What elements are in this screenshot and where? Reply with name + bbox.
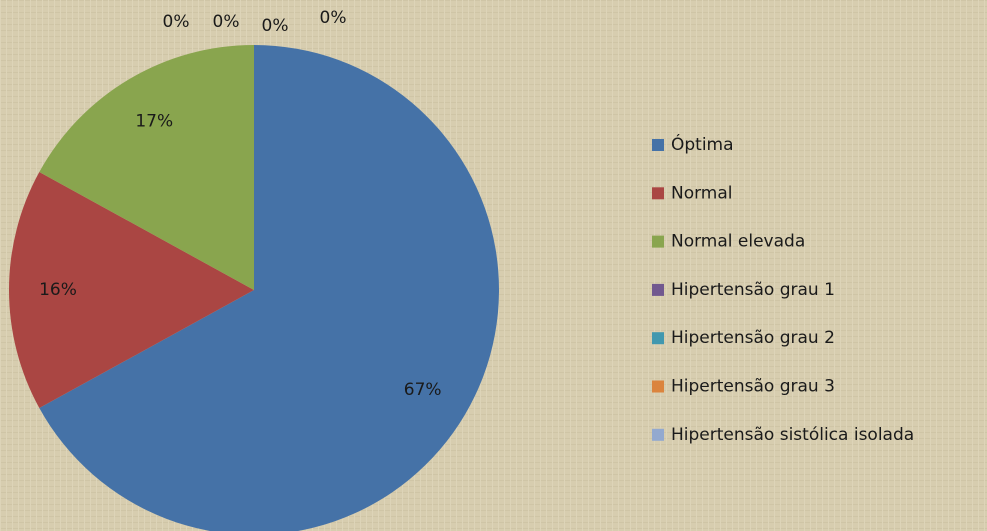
- data-label: 0%: [213, 12, 240, 32]
- legend-label: Hipertensão sistólica isolada: [671, 425, 914, 445]
- data-label: 17%: [135, 111, 173, 131]
- pie-slice: [39, 45, 254, 290]
- pie-slice: [9, 171, 254, 409]
- legend-swatch: [652, 380, 664, 393]
- data-label: 67%: [404, 380, 442, 400]
- data-label: 0%: [163, 12, 190, 32]
- legend-label: Normal: [671, 183, 733, 203]
- legend-swatch: [652, 283, 664, 296]
- legend-label: Hipertensão grau 3: [671, 377, 835, 397]
- legend-swatch: [652, 332, 664, 345]
- legend-swatch: [652, 428, 664, 441]
- legend-label: Hipertensão grau 1: [671, 280, 835, 300]
- data-label: 0%: [262, 16, 289, 36]
- legend-label: Hipertensão grau 2: [671, 328, 835, 348]
- data-label: 16%: [39, 280, 77, 300]
- legend-label: Óptima: [671, 133, 734, 155]
- pie-slice: [39, 45, 499, 531]
- legend-swatch: [652, 235, 664, 248]
- data-label: 0%: [320, 8, 347, 28]
- legend-swatch: [652, 139, 664, 151]
- legend-swatch: [652, 187, 664, 200]
- legend-label: Normal elevada: [671, 232, 805, 252]
